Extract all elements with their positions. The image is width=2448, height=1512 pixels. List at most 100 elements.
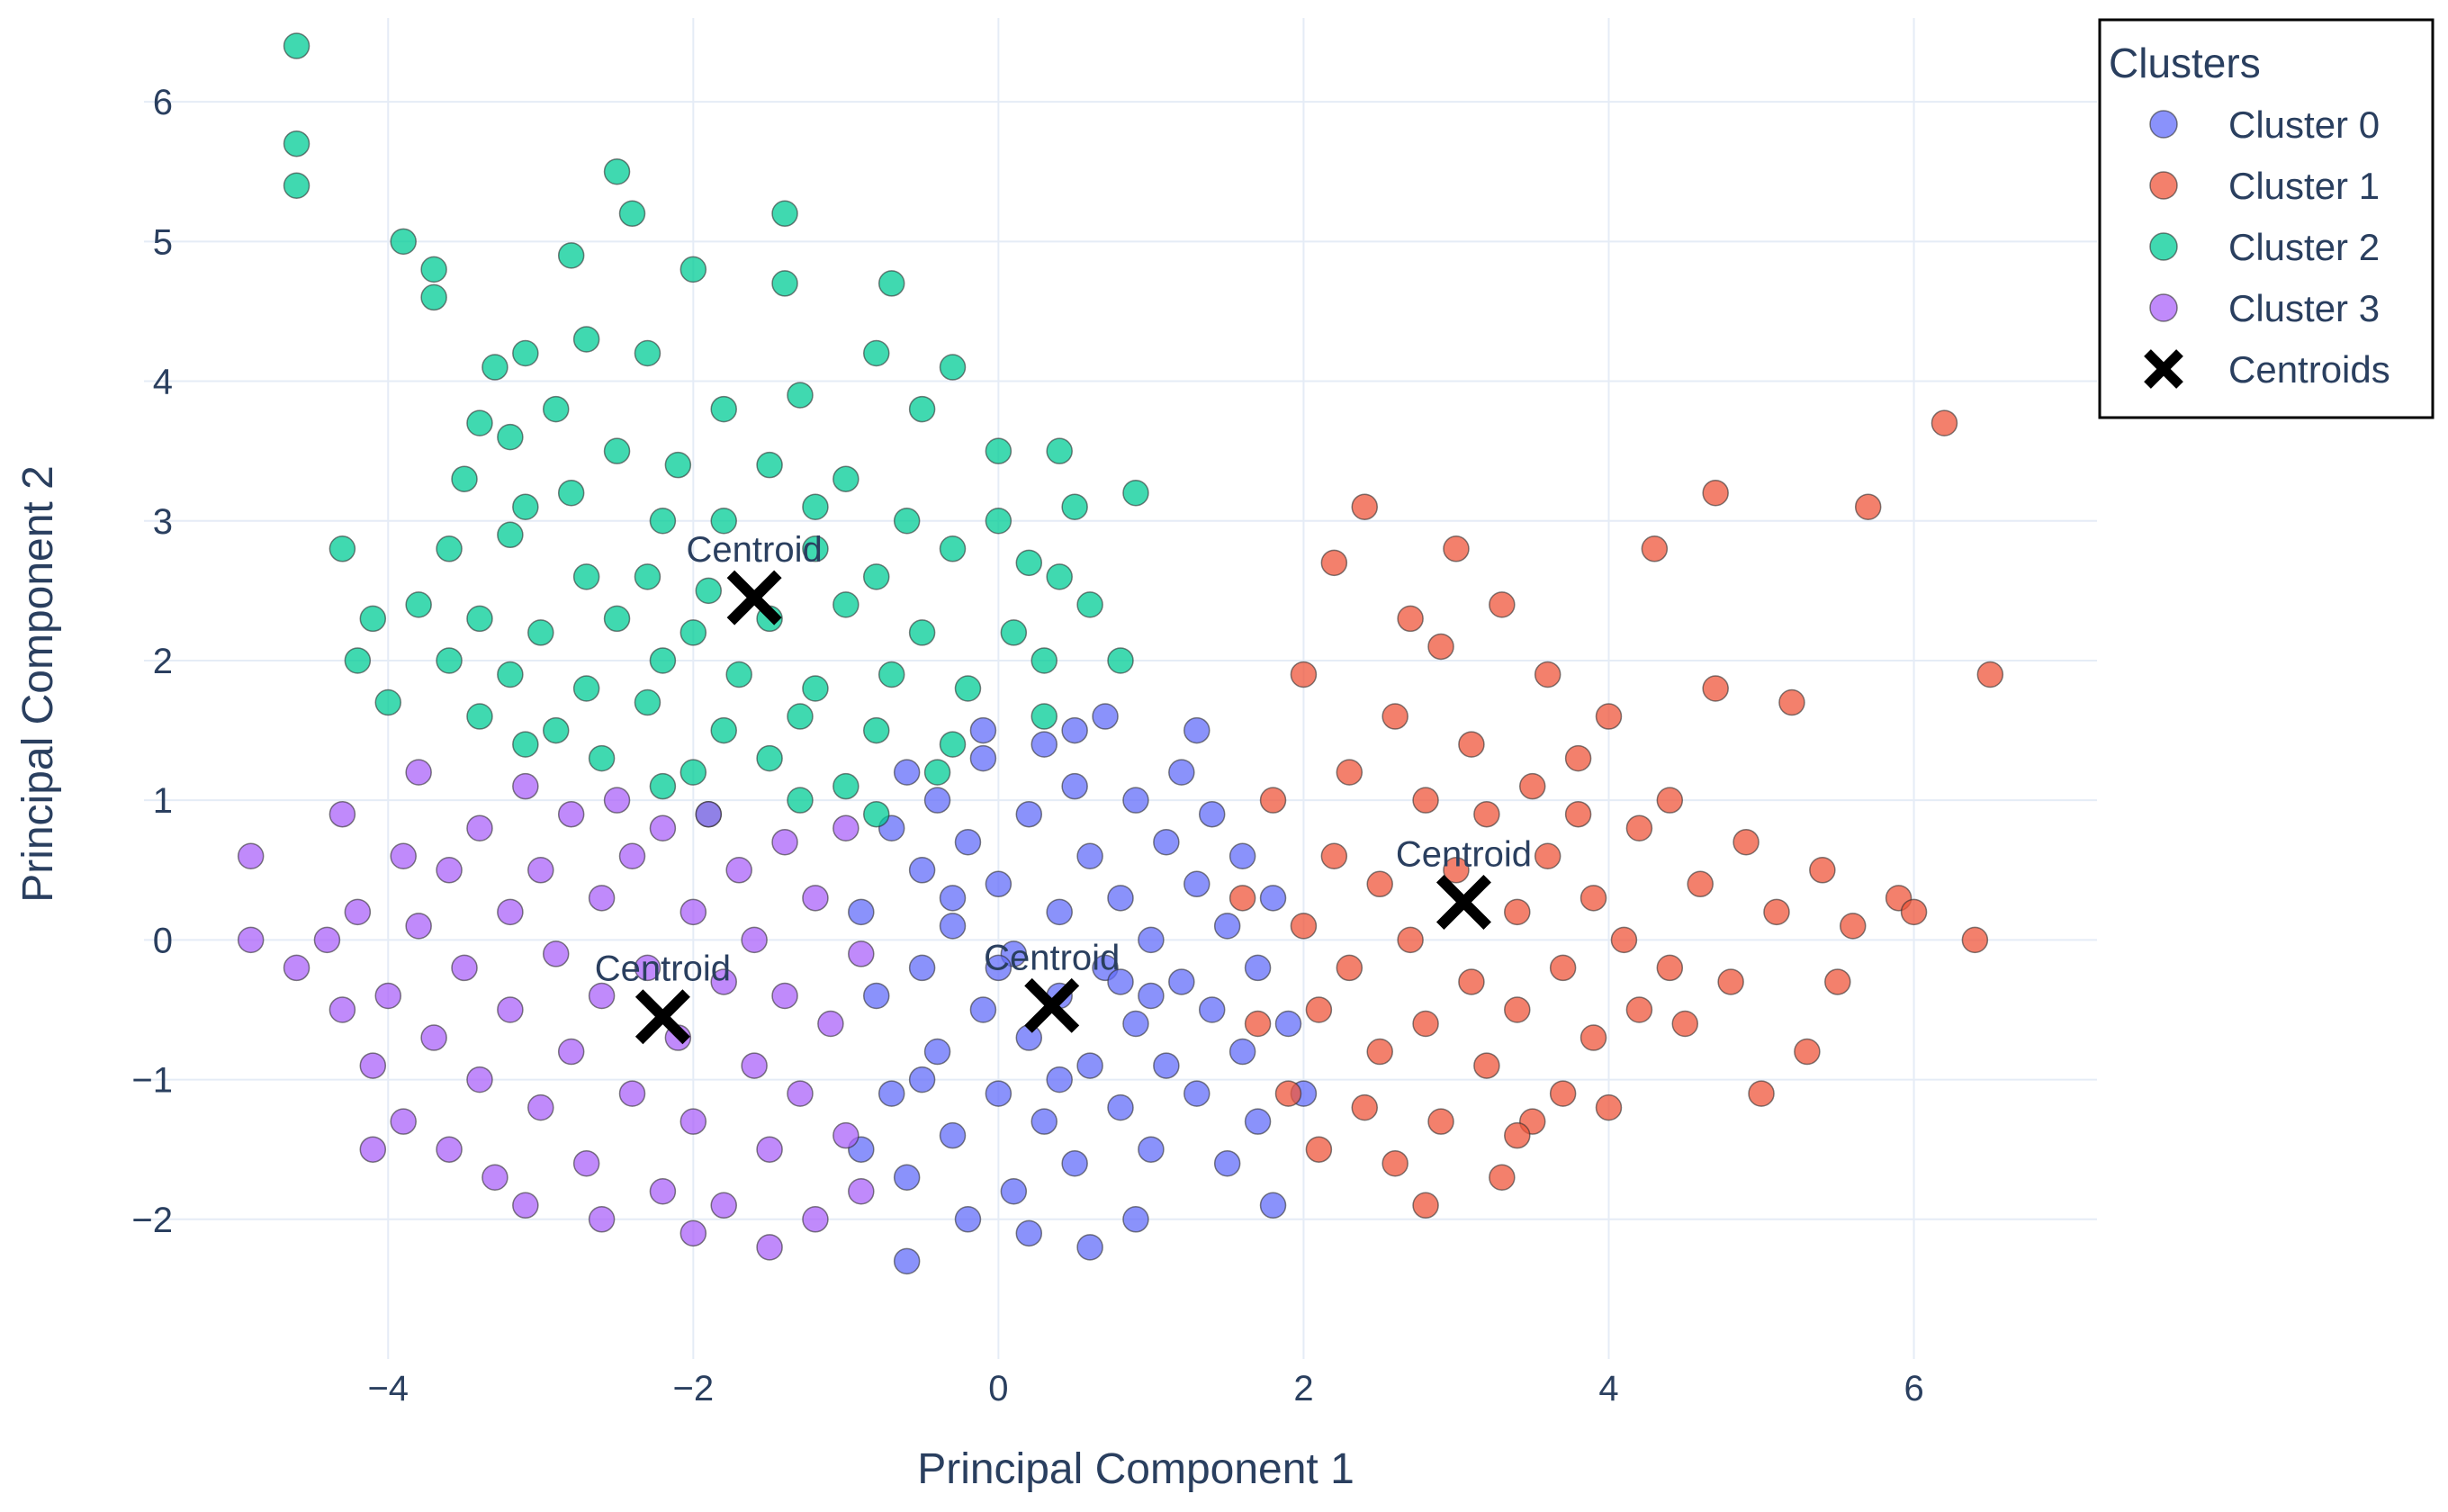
scatter-point [848, 1178, 875, 1205]
scatter-point [1489, 1164, 1516, 1191]
legend-item-cluster-0[interactable]: Cluster 0 [2149, 104, 2380, 146]
scatter-point [1305, 996, 1333, 1023]
scatter-point [908, 1066, 936, 1094]
scatter-point [497, 996, 524, 1023]
scatter-point [1198, 996, 1226, 1023]
legend-marker [2149, 171, 2178, 200]
scatter-point [1030, 647, 1058, 674]
scatter-point [420, 256, 447, 284]
scatter-point [680, 256, 707, 284]
scatter-point [1382, 703, 1408, 730]
centroid-marker: Centroid [984, 938, 1120, 1033]
scatter-point [969, 744, 997, 772]
scatter-point [908, 857, 936, 884]
scatter-point [1473, 1052, 1500, 1079]
scatter-point [1076, 591, 1103, 618]
scatter-point [878, 661, 905, 688]
scatter-point [893, 759, 921, 786]
scatter-point [954, 1206, 982, 1233]
scatter-point [359, 605, 387, 633]
scatter-point [787, 382, 814, 409]
scatter-point [1061, 493, 1088, 520]
scatter-point [1107, 968, 1134, 995]
scatter-point [1641, 536, 1669, 562]
scatter-point [1076, 1052, 1103, 1079]
scatter-point [344, 898, 372, 926]
grid-lines [144, 18, 2097, 1359]
x-tick-label: 6 [1904, 1369, 1923, 1408]
x-tick-label: 0 [988, 1369, 1008, 1408]
scatter-point [1107, 885, 1134, 912]
scatter-point [374, 982, 401, 1010]
scatter-point [1259, 787, 1287, 814]
scatter-point [756, 1234, 783, 1261]
scatter-point [436, 647, 463, 674]
legend-item-cluster-1[interactable]: Cluster 1 [2149, 165, 2380, 207]
scatter-point [1138, 982, 1165, 1010]
scatter-point [512, 1192, 539, 1220]
scatter-point [557, 242, 585, 269]
scatter-point [359, 1136, 387, 1163]
scatter-point [939, 354, 967, 381]
x-tick-label: 4 [1598, 1369, 1618, 1408]
scatter-point [1564, 800, 1592, 828]
scatter-point [802, 885, 829, 912]
scatter-point [787, 1080, 814, 1107]
centroid-x-stroke [1024, 977, 1080, 1033]
scatter-point [390, 228, 417, 256]
legend-item-centroids[interactable]: Centroids [2144, 348, 2390, 391]
scatter-point [741, 926, 768, 954]
legend-box [2098, 18, 2434, 419]
legend-item-cluster-2[interactable]: Cluster 2 [2149, 226, 2380, 268]
scatter-point [1534, 661, 1562, 688]
scatter-point [466, 703, 493, 730]
scatter-point [710, 716, 737, 744]
scatter-point [1000, 619, 1028, 646]
scatter-point [1046, 1066, 1073, 1094]
scatter-point [634, 563, 662, 590]
scatter-point [420, 284, 447, 311]
centroid-x-stroke [726, 570, 782, 626]
scatter-point [1763, 898, 1790, 926]
scatter-point [237, 926, 265, 954]
scatter-point [588, 982, 616, 1010]
scatter-point [542, 940, 570, 968]
scatter-point [1030, 1108, 1058, 1135]
scatter-point [923, 1038, 951, 1066]
scatter-point [908, 619, 936, 646]
scatter-point [1046, 437, 1073, 464]
scatter-point [1046, 898, 1073, 926]
scatter-point [588, 1206, 616, 1233]
scatter-point [1122, 479, 1149, 507]
scatter-point [817, 1010, 844, 1038]
scatter-point [1976, 661, 2004, 688]
scatter-point [863, 716, 890, 744]
scatter-point [328, 800, 356, 828]
scatter-point [893, 508, 921, 535]
scatter-point [405, 591, 432, 618]
scatter-point [1213, 1149, 1241, 1177]
scatter-point [680, 1108, 707, 1135]
scatter-point [787, 703, 814, 730]
scatter-point [1900, 898, 1928, 926]
scatter-point [1320, 842, 1348, 869]
scatter-point [893, 1164, 921, 1191]
scatter-point [695, 800, 723, 828]
scatter-point [1427, 1108, 1454, 1135]
scatter-point [680, 759, 707, 786]
scatter-point [680, 619, 707, 646]
scatter-point [497, 521, 524, 549]
scatter-point [603, 158, 631, 185]
scatter-point [1625, 996, 1653, 1023]
scatter-point [1168, 759, 1195, 786]
scatter-point [848, 940, 875, 968]
scatter-point [802, 1206, 829, 1233]
legend-item-cluster-3[interactable]: Cluster 3 [2149, 287, 2380, 329]
scatter-point [1625, 814, 1653, 842]
scatter-point [1184, 716, 1210, 744]
scatter-point [710, 508, 737, 535]
scatter-point [618, 842, 646, 869]
scatter-point [1854, 493, 1882, 520]
scatter-point [1092, 703, 1119, 730]
